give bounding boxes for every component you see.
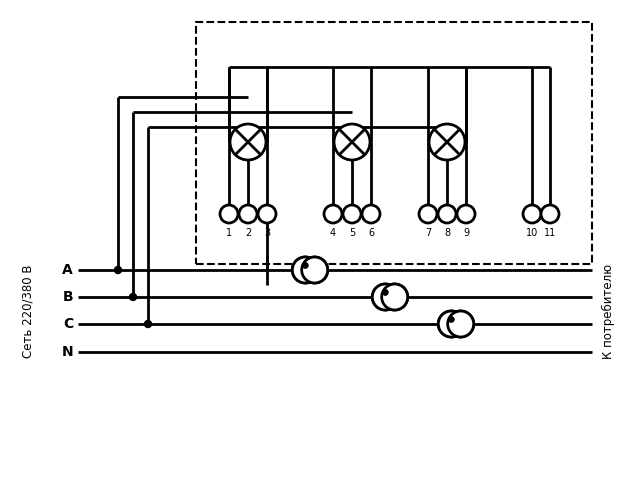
Circle shape (449, 317, 454, 322)
Circle shape (449, 317, 454, 322)
Circle shape (302, 257, 328, 283)
Text: N: N (61, 345, 73, 359)
Circle shape (239, 205, 257, 223)
Text: 7: 7 (425, 228, 431, 238)
Text: К потребителю: К потребителю (602, 264, 615, 359)
Bar (196, 22, 592, 264)
Circle shape (457, 205, 475, 223)
Text: 5: 5 (349, 228, 355, 238)
Text: C: C (63, 317, 73, 331)
Circle shape (258, 205, 276, 223)
Circle shape (372, 284, 399, 310)
Circle shape (383, 290, 388, 295)
Circle shape (382, 284, 408, 310)
Circle shape (419, 205, 437, 223)
Circle shape (438, 205, 456, 223)
Text: 8: 8 (444, 228, 450, 238)
Text: 6: 6 (368, 228, 374, 238)
Text: A: A (62, 263, 73, 277)
Circle shape (372, 284, 399, 310)
Text: B: B (62, 290, 73, 304)
Text: Сеть 220/380 В: Сеть 220/380 В (22, 264, 35, 358)
Text: 1: 1 (226, 228, 232, 238)
Circle shape (523, 205, 541, 223)
Circle shape (324, 205, 342, 223)
Circle shape (438, 311, 465, 337)
Circle shape (429, 124, 465, 160)
Circle shape (383, 290, 388, 295)
Circle shape (343, 205, 361, 223)
Text: 9: 9 (463, 228, 469, 238)
Circle shape (448, 311, 474, 337)
Circle shape (303, 263, 308, 268)
Circle shape (448, 311, 474, 337)
Text: 3: 3 (264, 228, 270, 238)
Text: 11: 11 (544, 228, 556, 238)
Circle shape (438, 311, 465, 337)
Circle shape (115, 267, 122, 273)
Text: 4: 4 (330, 228, 336, 238)
Circle shape (220, 205, 238, 223)
Circle shape (362, 205, 380, 223)
Circle shape (302, 257, 328, 283)
Text: 10: 10 (526, 228, 538, 238)
Circle shape (230, 124, 266, 160)
Circle shape (303, 263, 308, 268)
Circle shape (130, 294, 136, 300)
Circle shape (334, 124, 370, 160)
Circle shape (382, 284, 408, 310)
Circle shape (292, 257, 318, 283)
Text: 2: 2 (245, 228, 251, 238)
Circle shape (292, 257, 318, 283)
Circle shape (541, 205, 559, 223)
Circle shape (144, 321, 152, 327)
